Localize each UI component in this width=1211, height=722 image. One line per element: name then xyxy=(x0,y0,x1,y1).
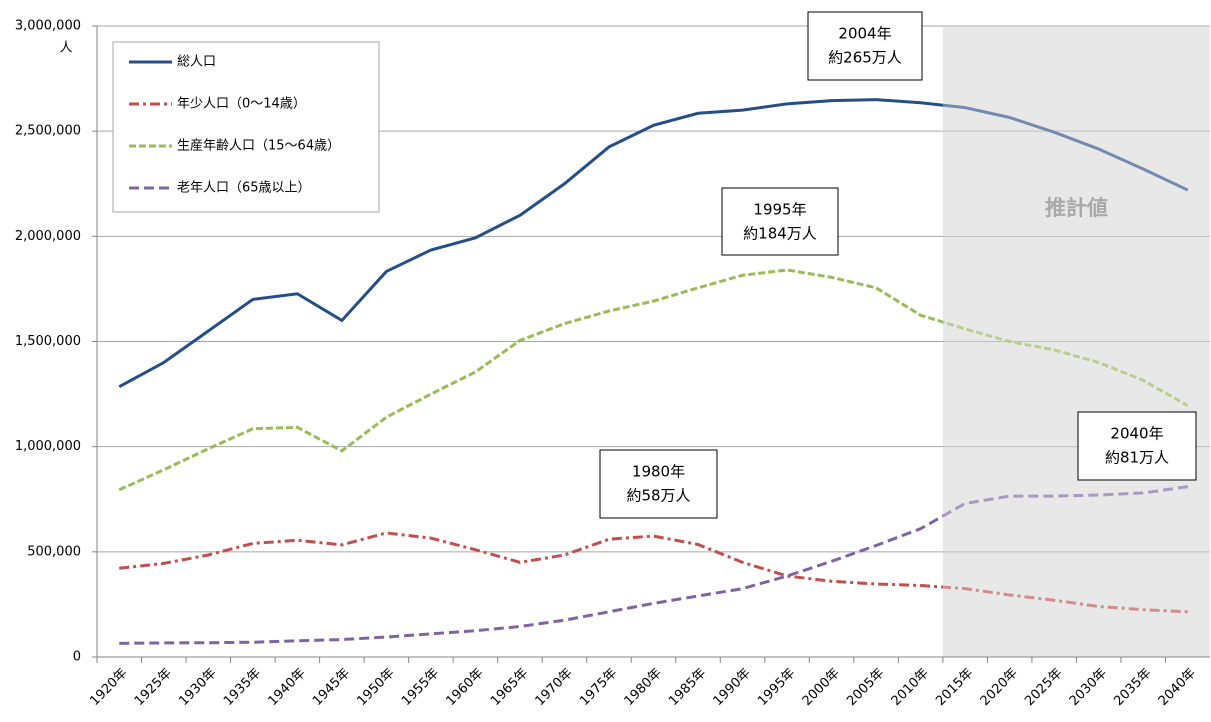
annotation-text: 約81万人 xyxy=(1105,449,1169,467)
projection-overlay xyxy=(942,26,1210,656)
x-tick-label: 2000年 xyxy=(800,666,843,709)
y-unit: 人 xyxy=(59,41,72,56)
x-tick-label: 2005年 xyxy=(844,666,887,709)
x-tick-label: 1975年 xyxy=(577,666,620,709)
annotation-box xyxy=(721,187,839,256)
series-line xyxy=(119,531,1188,614)
y-tick-label: 2,000,000 xyxy=(15,229,81,244)
annotation-box xyxy=(1077,411,1197,481)
x-tick-label: 2010年 xyxy=(889,666,932,709)
annotation-text: 約265万人 xyxy=(828,49,902,67)
x-tick-label: 2020年 xyxy=(978,666,1021,709)
legend-label: 生産年齢人口（15～64歳） xyxy=(177,138,340,154)
x-tick-label: 1930年 xyxy=(176,666,219,709)
projection-label: 推計値 xyxy=(1045,196,1108,220)
series-line xyxy=(118,98,1189,389)
x-tick-label: 2035年 xyxy=(1111,666,1154,709)
x-tick-label: 2015年 xyxy=(933,666,976,709)
x-tick-label: 1935年 xyxy=(221,666,264,709)
y-tick-label: 2,500,000 xyxy=(15,124,81,139)
x-tick-label: 1955年 xyxy=(399,666,442,709)
annotation-text: 2004年 xyxy=(838,25,891,43)
x-tick-label: 1940年 xyxy=(265,666,308,709)
x-tick-label: 1925年 xyxy=(132,666,175,709)
x-tick-label: 1920年 xyxy=(87,666,130,709)
x-tick-label: 1990年 xyxy=(711,666,754,709)
y-tick-label: 1,500,000 xyxy=(15,334,81,349)
x-tick-label: 1985年 xyxy=(666,666,709,709)
legend-label: 年少人口（0～14歳） xyxy=(177,97,306,112)
legend-label: 総人口 xyxy=(177,55,216,70)
annotation-text: 1980年 xyxy=(632,463,685,481)
y-tick-label: 500,000 xyxy=(27,544,81,559)
x-tick-label: 1970年 xyxy=(533,666,576,709)
annotation-text: 1995年 xyxy=(753,201,806,219)
annotation-box xyxy=(599,449,718,519)
y-tick-label: 0 xyxy=(73,650,81,665)
x-tick-label: 1995年 xyxy=(755,666,798,709)
x-tick-label: 1965年 xyxy=(488,666,531,709)
x-tick-label: 1945年 xyxy=(310,666,353,709)
annotation-text: 約58万人 xyxy=(626,487,690,505)
legend-label: 老年人口（65歳以上） xyxy=(177,181,311,196)
annotation-text: 約184万人 xyxy=(743,225,817,243)
x-tick-label: 2040年 xyxy=(1156,666,1199,709)
x-tick-label: 1980年 xyxy=(622,666,665,709)
y-tick-label: 3,000,000 xyxy=(15,19,81,34)
annotation-text: 2040年 xyxy=(1110,425,1163,443)
legend-box xyxy=(112,41,380,213)
x-tick-label: 2025年 xyxy=(1022,666,1065,709)
x-tick-label: 1960年 xyxy=(444,666,487,709)
y-tick-label: 1,000,000 xyxy=(15,439,81,454)
x-tick-label: 1950年 xyxy=(354,666,397,709)
annotation-box xyxy=(807,11,923,81)
x-tick-label: 2030年 xyxy=(1067,666,1110,709)
series-line xyxy=(118,268,1189,492)
